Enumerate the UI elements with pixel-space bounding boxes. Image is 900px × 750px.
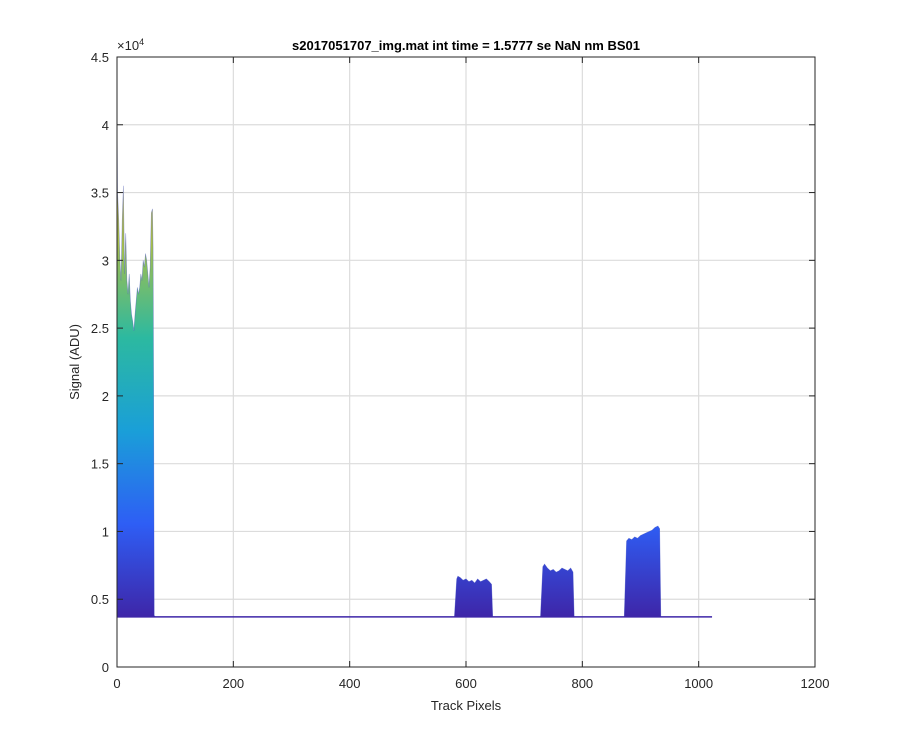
y-tick-label: 4.5 xyxy=(91,50,109,65)
y-tick-label: 0.5 xyxy=(91,592,109,607)
x-tick-label: 1000 xyxy=(684,676,713,691)
tick-labels: 0 200 400 600 800 1000 1200 0 0.5 1 1.5 2 2.5 3 3.5 4 4.… xyxy=(91,50,830,691)
grid-lines xyxy=(117,57,815,667)
y-axis-label: Signal (ADU) xyxy=(67,324,82,400)
y-tick-label: 1.5 xyxy=(91,457,109,472)
signal-area xyxy=(117,111,713,617)
y-tick-label: 1 xyxy=(102,524,109,539)
x-tick-label: 200 xyxy=(222,676,244,691)
x-tick-label: 1200 xyxy=(801,676,830,691)
y-exponent-label: ×104 xyxy=(117,37,144,53)
signal-line xyxy=(117,111,713,618)
y-tick-label: 2 xyxy=(102,389,109,404)
x-tick-label: 800 xyxy=(571,676,593,691)
tick-marks xyxy=(116,56,816,668)
chart-title: s2017051707_img.mat int time = 1.5777 se… xyxy=(292,38,640,53)
x-tick-label: 0 xyxy=(113,676,120,691)
x-tick-label: 400 xyxy=(339,676,361,691)
y-tick-label: 3 xyxy=(102,253,109,268)
y-tick-label: 0 xyxy=(102,660,109,675)
y-tick-label: 2.5 xyxy=(91,321,109,336)
y-tick-label: 4 xyxy=(102,118,109,133)
y-tick-label: 3.5 xyxy=(91,186,109,201)
data-layer xyxy=(117,111,713,618)
x-tick-label: 600 xyxy=(455,676,477,691)
x-axis-label: Track Pixels xyxy=(431,698,502,713)
